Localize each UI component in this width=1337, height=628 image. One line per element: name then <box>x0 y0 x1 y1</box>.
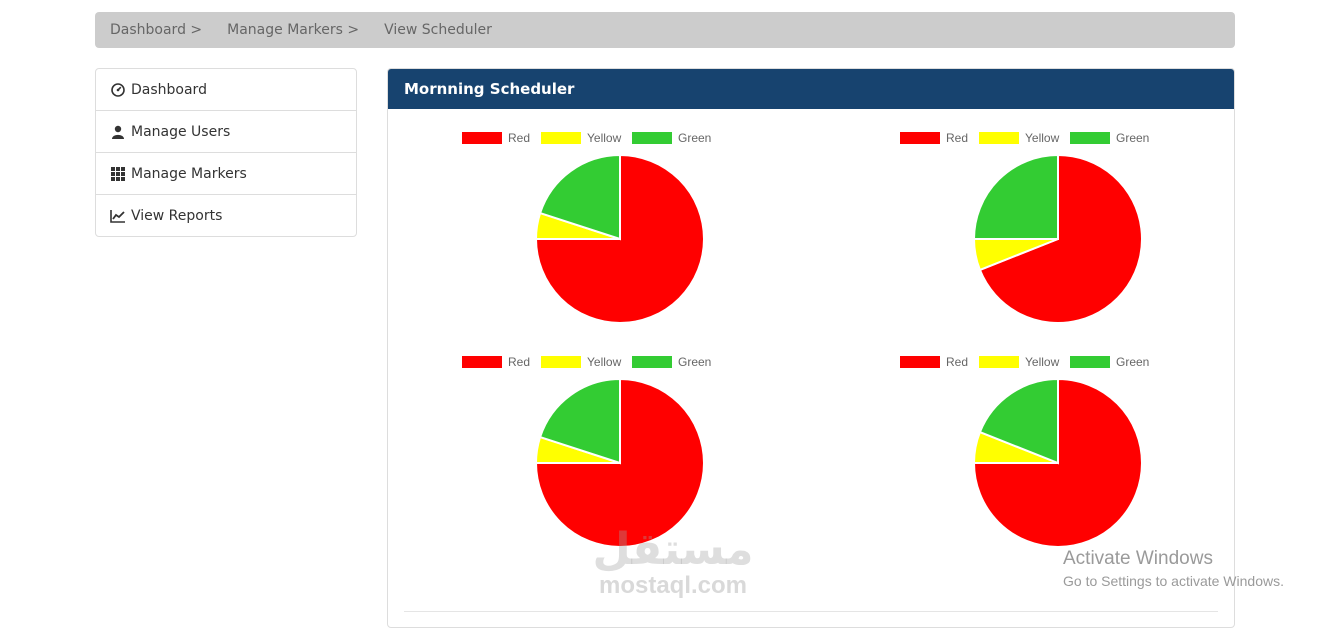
pie-slice-red[interactable] <box>978 153 1143 324</box>
chart-legend: Red Yellow Green <box>462 355 792 371</box>
pie-chart-3: Red Yellow Green <box>462 355 792 570</box>
pie-slice-green[interactable] <box>538 153 621 241</box>
sidebar-item-label: Dashboard <box>131 81 207 98</box>
breadcrumb: Dashboard > Manage Markers > View Schedu… <box>95 12 1235 48</box>
legend-swatch <box>462 132 502 144</box>
pie-graphic <box>972 377 1143 548</box>
sidebar-item-label: Manage Users <box>131 123 231 140</box>
pie-chart-2: Red Yellow Green <box>900 131 1230 346</box>
breadcrumb-dashboard[interactable]: Dashboard > <box>110 22 203 38</box>
legend-swatch <box>900 356 940 368</box>
sidebar-item-manage-markers[interactable]: Manage Markers <box>96 153 356 195</box>
legend-label: Green <box>678 131 712 145</box>
sidebar-item-label: View Reports <box>131 207 223 224</box>
legend-item-yellow[interactable]: Yellow <box>541 355 621 369</box>
legend-swatch <box>1070 132 1110 144</box>
legend-swatch <box>1070 356 1110 368</box>
panel-title: Mornning Scheduler <box>388 69 1234 109</box>
chart-legend: Red Yellow Green <box>900 355 1230 371</box>
scheduler-panel: Mornning Scheduler Red Yellow Green Red … <box>387 68 1235 628</box>
pie-slice-red[interactable] <box>534 377 705 548</box>
legend-item-red[interactable]: Red <box>462 355 530 369</box>
legend-swatch <box>632 132 672 144</box>
legend-label: Green <box>678 355 712 369</box>
legend-label: Green <box>1116 355 1150 369</box>
legend-item-green[interactable]: Green <box>632 355 711 369</box>
pie-graphic <box>534 377 705 548</box>
pie-slice-green[interactable] <box>972 153 1059 240</box>
legend-label: Yellow <box>1025 355 1060 369</box>
legend-item-green[interactable]: Green <box>632 131 711 145</box>
legend-swatch <box>979 356 1019 368</box>
pie-graphic <box>972 153 1143 324</box>
legend-label: Red <box>946 355 969 369</box>
sidebar-item-manage-users[interactable]: Manage Users <box>96 111 356 153</box>
sidebar-item-dashboard[interactable]: Dashboard <box>96 69 356 111</box>
legend-swatch <box>541 132 581 144</box>
grid-icon <box>110 166 126 182</box>
legend-item-yellow[interactable]: Yellow <box>979 355 1059 369</box>
legend-label: Yellow <box>1025 131 1060 145</box>
legend-item-yellow[interactable]: Yellow <box>979 131 1059 145</box>
pie-slice-red[interactable] <box>972 377 1143 548</box>
legend-swatch <box>900 132 940 144</box>
chart-legend: Red Yellow Green <box>462 131 792 147</box>
legend-label: Green <box>1116 131 1150 145</box>
legend-item-red[interactable]: Red <box>462 131 530 145</box>
breadcrumb-manage-markers[interactable]: Manage Markers > <box>227 22 360 38</box>
pie-graphic <box>534 153 705 324</box>
legend-swatch <box>979 132 1019 144</box>
legend-item-yellow[interactable]: Yellow <box>541 131 621 145</box>
legend-label: Yellow <box>587 355 622 369</box>
legend-label: Red <box>946 131 969 145</box>
legend-item-green[interactable]: Green <box>1070 131 1149 145</box>
legend-item-red[interactable]: Red <box>900 355 968 369</box>
sidebar-item-view-reports[interactable]: View Reports <box>96 195 356 236</box>
dashboard-icon <box>110 82 126 98</box>
legend-label: Red <box>508 131 531 145</box>
pie-chart-4: Red Yellow Green <box>900 355 1230 570</box>
pie-slice-red[interactable] <box>534 153 705 324</box>
breadcrumb-view-scheduler: View Scheduler <box>384 22 492 38</box>
pie-slice-green[interactable] <box>538 377 621 465</box>
legend-swatch <box>632 356 672 368</box>
chart-legend: Red Yellow Green <box>900 131 1230 147</box>
sidebar-item-label: Manage Markers <box>131 165 247 182</box>
legend-swatch <box>541 356 581 368</box>
panel-divider <box>404 611 1218 612</box>
legend-label: Red <box>508 355 531 369</box>
user-icon <box>110 124 126 140</box>
pie-chart-1: Red Yellow Green <box>462 131 792 346</box>
pie-slice-green[interactable] <box>978 377 1059 465</box>
legend-swatch <box>462 356 502 368</box>
sidebar: Dashboard Manage Users Manage Markers Vi… <box>95 68 357 237</box>
line-chart-icon <box>110 208 126 224</box>
legend-label: Yellow <box>587 131 622 145</box>
legend-item-red[interactable]: Red <box>900 131 968 145</box>
legend-item-green[interactable]: Green <box>1070 355 1149 369</box>
